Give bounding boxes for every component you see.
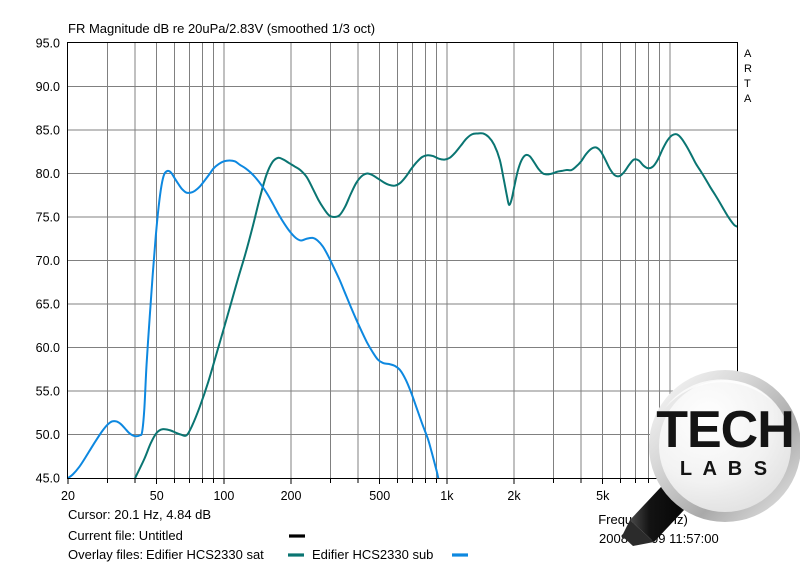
x-axis-tick-label: 20k [727, 489, 748, 503]
x-axis-tick-label: 2k [507, 489, 521, 503]
arta-letter-a1: A [744, 48, 752, 60]
x-axis-tick-label: 50 [150, 489, 164, 503]
y-axis-tick-label: 70.0 [36, 254, 60, 268]
y-axis-tick-label: 80.0 [36, 167, 60, 181]
x-axis-tick-label: 500 [369, 489, 390, 503]
plot-area-frame [66, 41, 739, 480]
y-axis-tick-label: 45.0 [36, 472, 60, 486]
chart-series-curves [68, 132, 737, 478]
series-curve-1 [68, 159, 440, 478]
arta-brand-vertical: A R T A [744, 48, 752, 105]
x-axis-tick-label: 1k [440, 489, 454, 503]
x-axis-tick-label: 100 [213, 489, 234, 503]
x-axis-tick-label: 5k [596, 489, 610, 503]
arta-letter-r: R [744, 63, 752, 75]
x-axis-tick-label: 20 [61, 489, 75, 503]
arta-letter-t: T [744, 78, 751, 90]
current-file-label: Current file: Untitled [68, 528, 183, 543]
overlay-files-label: Overlay files: [68, 547, 143, 562]
x-axis-tick-label: 10k [660, 489, 681, 503]
y-axis-tick-label: 75.0 [36, 211, 60, 225]
x-axis-tick-label: 200 [281, 489, 302, 503]
y-axis-tick-labels: 95.0 90.0 85.0 80.0 75.0 70.0 65.0 60.0 55.0 50.0… [36, 37, 60, 486]
overlay-file-1-label: Edifier HCS2330 sat [146, 547, 264, 562]
x-axis-tick-labels: 20 50 100 200 500 1k 2k 5k 10k 20k [61, 489, 748, 503]
y-axis-tick-label: 95.0 [36, 37, 60, 51]
arta-letter-a2: A [744, 93, 752, 105]
y-axis-tick-label: 65.0 [36, 298, 60, 312]
x-axis-title: Frequency (Hz) [598, 512, 688, 527]
y-axis-tick-label: 90.0 [36, 80, 60, 94]
chart-gridlines [67, 43, 738, 484]
y-axis-tick-label: 85.0 [36, 124, 60, 138]
y-axis-tick-label: 55.0 [36, 385, 60, 399]
series-curve-0 [134, 132, 737, 478]
overlay-file-2-label: Edifier HCS2330 sub [312, 547, 433, 562]
cursor-readout: Cursor: 20.1 Hz, 4.84 dB [68, 507, 211, 522]
y-axis-tick-label: 50.0 [36, 428, 60, 442]
measurement-timestamp: 2008-10-09 11:57:00 [599, 531, 719, 546]
y-axis-tick-label: 60.0 [36, 341, 60, 355]
chart-title: FR Magnitude dB re 20uPa/2.83V (smoothed… [68, 21, 375, 36]
